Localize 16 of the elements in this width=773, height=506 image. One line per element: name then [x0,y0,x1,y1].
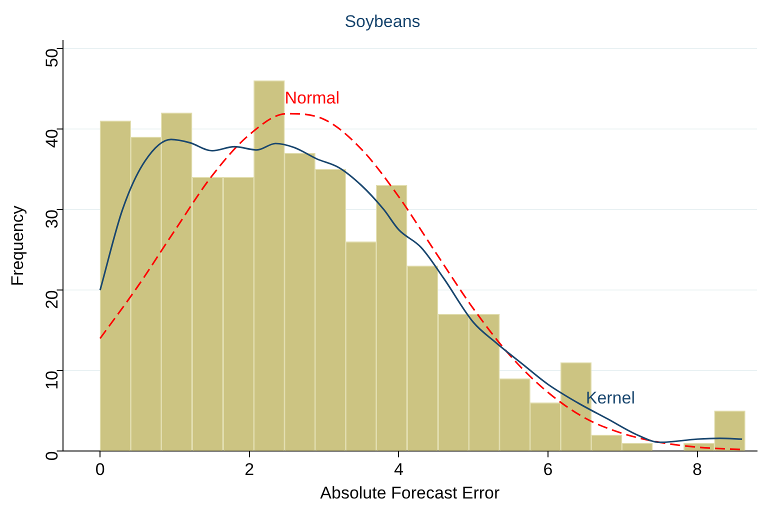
y-tick-label: 30 [42,210,62,228]
x-tick-label: 2 [244,460,254,480]
y-tick-label: 10 [42,370,62,390]
y-axis-title: Frequency [8,205,27,286]
series-label: Kernel [586,388,635,408]
chart-title: Soybeans [344,12,420,31]
y-tick-label: 40 [42,129,62,148]
x-tick-label: 6 [543,460,553,480]
y-tick-label: 0 [42,451,62,461]
y-tick-label: 20 [42,290,62,310]
x-tick-label: 0 [95,460,105,480]
y-tick-label: 50 [42,48,62,68]
x-axis-title: Absolute Forecast Error [320,483,500,502]
x-tick-label: 8 [692,460,702,480]
x-tick-label: 4 [394,460,404,480]
series-label: Normal [284,88,340,108]
